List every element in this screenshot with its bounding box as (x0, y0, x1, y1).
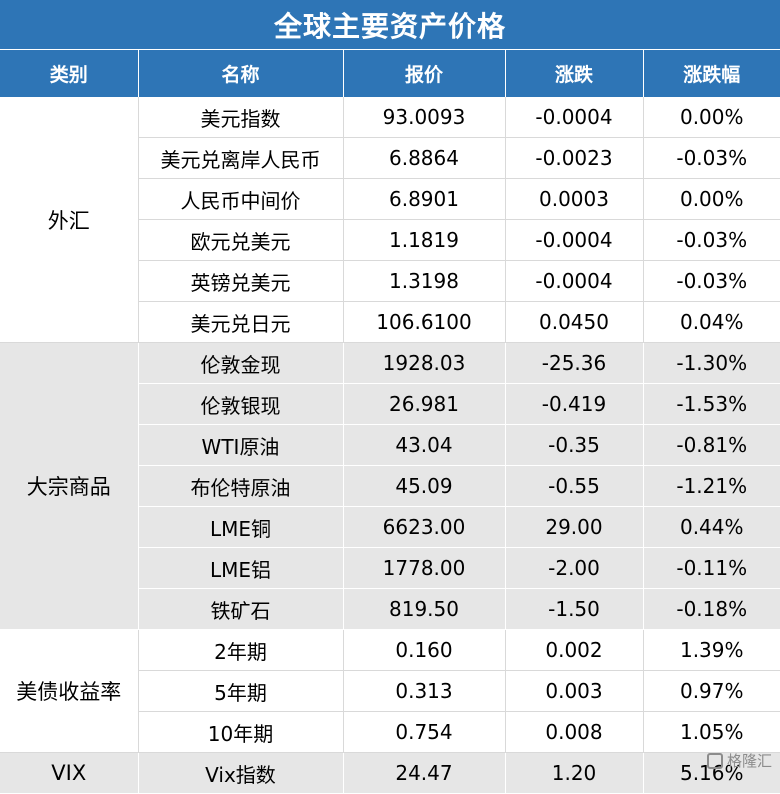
change-cell: 29.00 (505, 507, 643, 548)
change-cell: -25.36 (505, 343, 643, 384)
asset-name-cell: 美元兑日元 (138, 302, 343, 343)
change-pct-cell: 0.00% (643, 97, 780, 138)
asset-name-cell: 2年期 (138, 630, 343, 671)
asset-name-cell: 欧元兑美元 (138, 220, 343, 261)
price-cell: 43.04 (343, 425, 505, 466)
change-pct-cell: -0.81% (643, 425, 780, 466)
category-cell: 美债收益率 (0, 630, 138, 753)
watermark-text: 格隆汇 (727, 750, 772, 771)
change-cell: -0.35 (505, 425, 643, 466)
price-cell: 6.8901 (343, 179, 505, 220)
asset-name-cell: 布伦特原油 (138, 466, 343, 507)
change-cell: 0.0003 (505, 179, 643, 220)
price-cell: 6623.00 (343, 507, 505, 548)
asset-name-cell: 美元兑离岸人民币 (138, 138, 343, 179)
price-cell: 1.3198 (343, 261, 505, 302)
logo-icon (707, 753, 723, 769)
asset-name-cell: 10年期 (138, 712, 343, 753)
price-cell: 0.313 (343, 671, 505, 712)
change-pct-cell: -0.03% (643, 138, 780, 179)
category-cell: 大宗商品 (0, 343, 138, 630)
change-cell: -0.0004 (505, 220, 643, 261)
header-change-pct: 涨跌幅 (643, 50, 780, 98)
asset-name-cell: 美元指数 (138, 97, 343, 138)
change-cell: 0.002 (505, 630, 643, 671)
change-cell: 0.003 (505, 671, 643, 712)
change-cell: -0.0004 (505, 97, 643, 138)
change-cell: 1.20 (505, 753, 643, 794)
asset-name-cell: LME铝 (138, 548, 343, 589)
change-pct-cell: -1.30% (643, 343, 780, 384)
asset-name-cell: LME铜 (138, 507, 343, 548)
price-cell: 93.0093 (343, 97, 505, 138)
change-cell: 0.0450 (505, 302, 643, 343)
header-name: 名称 (138, 50, 343, 98)
change-pct-cell: 0.00% (643, 179, 780, 220)
header-category: 类别 (0, 50, 138, 98)
change-pct-cell: -1.21% (643, 466, 780, 507)
header-change: 涨跌 (505, 50, 643, 98)
change-cell: -0.0023 (505, 138, 643, 179)
category-cell: 外汇 (0, 97, 138, 343)
change-pct-cell: 1.05% (643, 712, 780, 753)
change-pct-cell: 1.39% (643, 630, 780, 671)
change-pct-cell: -0.11% (643, 548, 780, 589)
watermark: 格隆汇 (707, 750, 772, 771)
asset-name-cell: 铁矿石 (138, 589, 343, 630)
change-cell: 0.008 (505, 712, 643, 753)
change-pct-cell: -0.18% (643, 589, 780, 630)
price-cell: 106.6100 (343, 302, 505, 343)
change-cell: -2.00 (505, 548, 643, 589)
change-pct-cell: 0.44% (643, 507, 780, 548)
asset-name-cell: 伦敦银现 (138, 384, 343, 425)
asset-name-cell: 人民币中间价 (138, 179, 343, 220)
change-cell: -0.0004 (505, 261, 643, 302)
change-pct-cell: 0.04% (643, 302, 780, 343)
price-cell: 1928.03 (343, 343, 505, 384)
category-cell: VIX (0, 753, 138, 794)
change-pct-cell: -0.03% (643, 220, 780, 261)
price-cell: 26.981 (343, 384, 505, 425)
header-row: 类别 名称 报价 涨跌 涨跌幅 (0, 50, 780, 98)
table-title: 全球主要资产价格 (0, 0, 780, 49)
asset-name-cell: 5年期 (138, 671, 343, 712)
change-cell: -1.50 (505, 589, 643, 630)
price-cell: 1778.00 (343, 548, 505, 589)
change-pct-cell: -1.53% (643, 384, 780, 425)
change-cell: -0.55 (505, 466, 643, 507)
change-pct-cell: 0.97% (643, 671, 780, 712)
asset-name-cell: Vix指数 (138, 753, 343, 794)
price-cell: 0.754 (343, 712, 505, 753)
price-cell: 819.50 (343, 589, 505, 630)
price-cell: 45.09 (343, 466, 505, 507)
price-cell: 0.160 (343, 630, 505, 671)
price-cell: 24.47 (343, 753, 505, 794)
asset-name-cell: 英镑兑美元 (138, 261, 343, 302)
asset-name-cell: 伦敦金现 (138, 343, 343, 384)
price-cell: 6.8864 (343, 138, 505, 179)
change-cell: -0.419 (505, 384, 643, 425)
header-price: 报价 (343, 50, 505, 98)
change-pct-cell: -0.03% (643, 261, 780, 302)
asset-name-cell: WTI原油 (138, 425, 343, 466)
price-cell: 1.1819 (343, 220, 505, 261)
